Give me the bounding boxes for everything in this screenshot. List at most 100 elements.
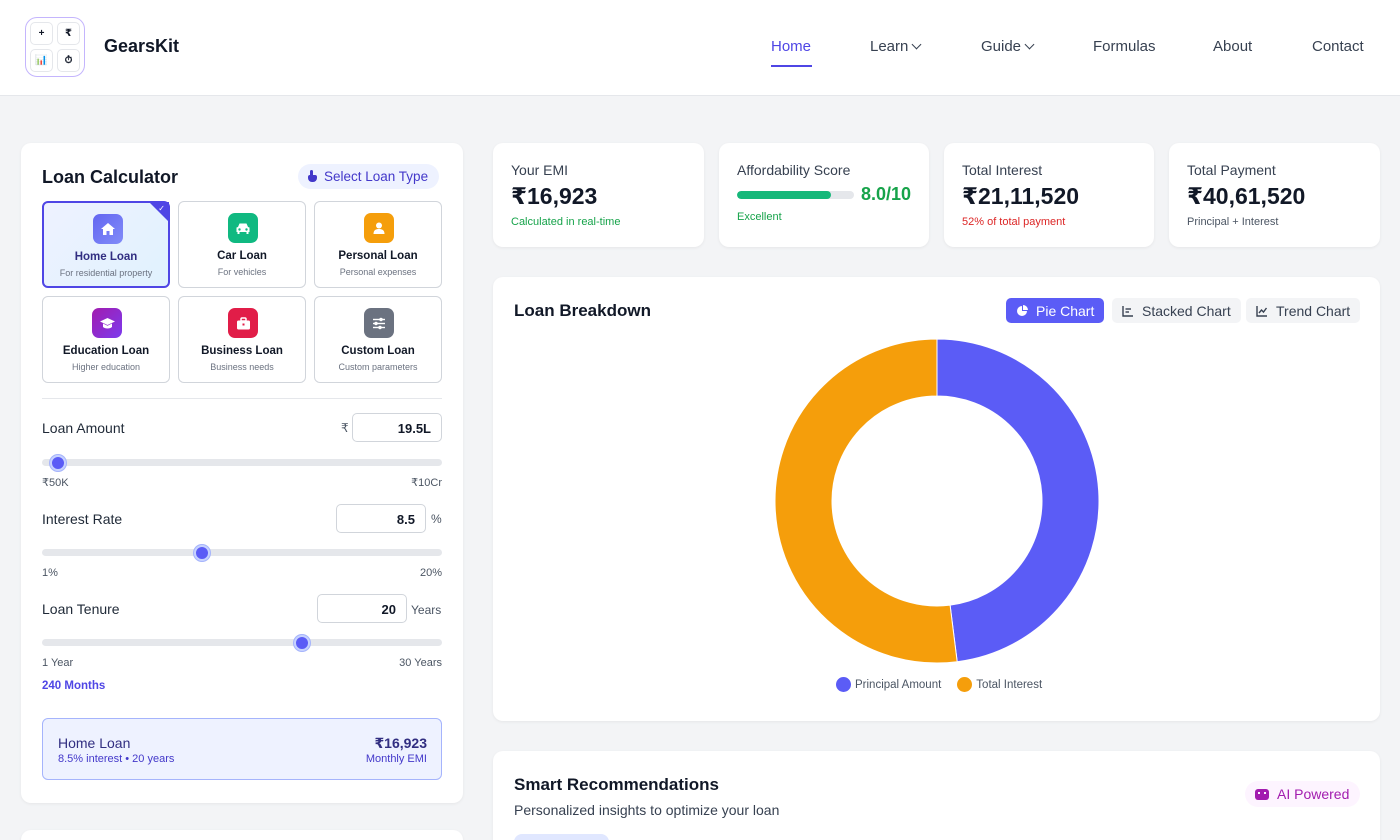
stat-card-total-interest: Total Interest ₹21,11,520 52% of total p… [944, 143, 1154, 247]
loan-type-name: Business Loan [201, 345, 283, 357]
loan-tenure-min: 1 Year [42, 657, 74, 669]
loan-type-sub: Custom parameters [338, 362, 418, 372]
brand-name[interactable]: GearsKit [104, 36, 180, 56]
loan-amount-slider-thumb[interactable] [50, 455, 66, 471]
percent-unit: % [431, 512, 442, 526]
chart-legend: Principal Amount Total Interest [836, 677, 1042, 692]
interest-rate-slider-thumb[interactable] [194, 545, 210, 561]
calculator-title: Loan Calculator [42, 167, 179, 187]
loan-type-sub: For vehicles [217, 267, 267, 277]
total-interest-subtitle: 52% of total payment [962, 216, 1066, 228]
loan-type-home[interactable]: ✓ Home Loan For residential property [42, 201, 170, 288]
nav-contact-label: Contact [1312, 38, 1364, 55]
loan-type-custom[interactable]: Custom Loan Custom parameters [314, 296, 442, 383]
loan-amount-label: Loan Amount [42, 420, 125, 436]
select-loan-type-button[interactable]: Select Loan Type [298, 164, 440, 189]
interest-rate-min: 1% [42, 567, 58, 579]
donut-slice-interest[interactable] [774, 338, 958, 664]
emi-title: Your EMI [511, 162, 569, 178]
robot-icon [1255, 788, 1269, 800]
interest-rate-input[interactable]: 8.5 [336, 504, 426, 533]
donut-slice-principal[interactable] [936, 338, 1100, 663]
nav-learn-label: Learn [870, 38, 909, 55]
rupee-icon: ₹ [57, 22, 80, 45]
loan-tenure-slider[interactable] [42, 639, 442, 646]
stacked-chart-label: Stacked Chart [1142, 302, 1231, 319]
chevron-down-icon [1024, 39, 1035, 49]
loan-amount-slider[interactable] [42, 459, 442, 466]
select-loan-type-label: Select Loan Type [324, 169, 429, 184]
stacked-chart-button[interactable]: Stacked Chart [1112, 298, 1241, 323]
loan-tenure-slider-thumb[interactable] [294, 635, 310, 651]
pie-chart-button[interactable]: Pie Chart [1006, 298, 1105, 323]
chevron-down-icon [911, 39, 922, 49]
recommendation-tab[interactable] [514, 834, 609, 840]
nav-about[interactable]: About [1213, 38, 1252, 55]
interest-rate-label: Interest Rate [42, 511, 123, 527]
pointer-hand-icon [307, 170, 317, 183]
nav-learn[interactable]: Learn [870, 38, 922, 55]
affordability-score: 8.0/10 [861, 184, 912, 204]
loan-breakdown-card: Loan Breakdown Pie Chart Stacked Chart T… [493, 277, 1380, 721]
nav-guide[interactable]: Guide [981, 38, 1035, 55]
affordability-bar-fill [737, 191, 831, 199]
briefcase-icon [228, 308, 258, 338]
loan-tenure-input[interactable]: 20 [317, 594, 407, 623]
summary-emi-value: ₹16,923 [374, 735, 427, 751]
stat-card-emi: Your EMI ₹16,923 Calculated in real-time [493, 143, 704, 247]
interest-rate-slider[interactable] [42, 549, 442, 556]
summary-emi-label: Monthly EMI [365, 753, 427, 765]
brand-logo[interactable]: + ₹ 📊 ⏱ [25, 17, 85, 77]
currency-symbol: ₹ [341, 421, 349, 435]
sliders-icon [364, 308, 394, 338]
loan-type-name: Custom Loan [341, 345, 415, 357]
loan-tenure-label: Loan Tenure [42, 601, 120, 617]
nav-home[interactable]: Home [771, 38, 811, 55]
nav-formulas[interactable]: Formulas [1093, 38, 1156, 55]
stopwatch-icon: ⏱ [57, 49, 80, 72]
loan-type-sub: Higher education [71, 362, 141, 372]
loan-summary-box: Home Loan 8.5% interest • 20 years ₹16,9… [42, 718, 442, 780]
chart-icon: 📊 [30, 49, 53, 72]
bar-chart-icon [1122, 305, 1133, 317]
loan-breakdown-donut-chart [774, 338, 1100, 664]
legend-swatch-interest [957, 677, 973, 692]
pie-chart-icon [1017, 304, 1028, 316]
trend-chart-label: Trend Chart [1276, 302, 1351, 319]
summary-loan-detail: 8.5% interest • 20 years [58, 753, 175, 765]
ai-powered-label: AI Powered [1277, 786, 1350, 802]
stat-card-total-payment: Total Payment ₹40,61,520 Principal + Int… [1169, 143, 1380, 247]
loan-amount-min: ₹50K [42, 477, 69, 489]
nav-formulas-label: Formulas [1093, 38, 1156, 55]
nav-home-label: Home [771, 38, 812, 55]
summary-loan-name: Home Loan [58, 735, 131, 751]
total-interest-value: ₹21,11,520 [962, 183, 1080, 209]
site-header: + ₹ 📊 ⏱ GearsKit Home Learn Guide Formul… [0, 0, 1400, 96]
trend-chart-button[interactable]: Trend Chart [1246, 298, 1361, 323]
loan-type-name: Home Loan [74, 251, 138, 263]
interest-rate-max: 20% [419, 567, 442, 579]
car-icon [228, 213, 258, 243]
nav-contact[interactable]: Contact [1312, 38, 1364, 55]
loan-type-business[interactable]: Business Loan Business needs [178, 296, 306, 383]
loan-type-personal[interactable]: Personal Loan Personal expenses [314, 201, 442, 288]
loan-type-education[interactable]: Education Loan Higher education [42, 296, 170, 383]
emi-value: ₹16,923 [511, 183, 598, 209]
loan-amount-input[interactable]: 19.5L [352, 413, 442, 442]
stat-card-affordability: Affordability Score 8.0/10 Excellent [719, 143, 929, 247]
affordability-title: Affordability Score [737, 162, 851, 178]
plus-icon: + [30, 22, 53, 45]
tenure-months: 240 Months [42, 680, 106, 692]
loan-calculator-card: Loan Calculator Select Loan Type ✓ Home … [21, 143, 463, 803]
check-icon: ✓ [158, 204, 165, 213]
legend-label-principal: Principal Amount [855, 678, 942, 691]
secondary-card [21, 830, 463, 840]
total-payment-title: Total Payment [1187, 162, 1276, 178]
affordability-bar [737, 191, 854, 199]
loan-tenure-max: 30 Years [399, 657, 442, 669]
loan-type-sub: For residential property [59, 268, 153, 278]
total-payment-subtitle: Principal + Interest [1187, 216, 1279, 228]
loan-type-name: Car Loan [217, 250, 267, 262]
loan-type-name: Personal Loan [338, 250, 418, 262]
loan-type-car[interactable]: Car Loan For vehicles [178, 201, 306, 288]
